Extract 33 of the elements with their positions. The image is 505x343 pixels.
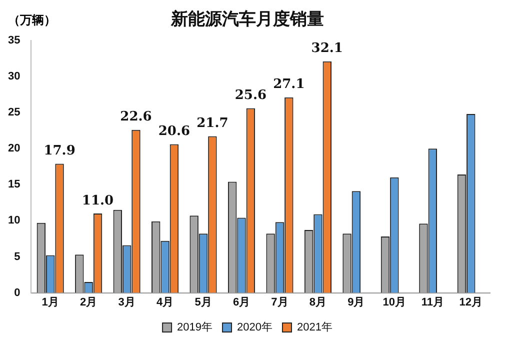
x-tick-label: 10月 (382, 296, 406, 308)
data-label: 32.1 (311, 41, 343, 56)
x-tick-label: 1月 (42, 296, 59, 308)
legend-label: 2020年 (237, 322, 272, 334)
y-tick-label: 0 (14, 286, 20, 299)
chart-title: 新能源汽车月度销量 (170, 10, 324, 30)
y-tick-label: 25 (8, 106, 20, 119)
data-label: 11.0 (82, 193, 114, 208)
x-tick-label: 11月 (421, 296, 444, 308)
y-tick-label: 15 (8, 178, 20, 191)
data-label: 22.6 (120, 110, 152, 125)
data-label: 25.6 (234, 88, 267, 104)
x-tick-label: 2月 (80, 296, 98, 308)
x-tick-label: 4月 (156, 296, 174, 308)
x-tick-label: 3月 (118, 296, 136, 308)
x-tick-label: 8月 (309, 296, 327, 308)
data-label: 27.1 (273, 77, 305, 92)
y-tick-label: 35 (8, 34, 20, 46)
x-tick-label: 9月 (348, 296, 365, 308)
legend-label: 2019年 (177, 322, 213, 334)
y-tick-label: 20 (8, 142, 20, 155)
y-tick-label: 30 (8, 70, 20, 82)
x-tick-label: 12月 (459, 296, 483, 308)
data-label: 20.6 (158, 124, 190, 140)
data-label: 17.9 (44, 144, 76, 159)
y-axis-title: （万辆） (8, 12, 56, 29)
x-tick-label: 7月 (271, 296, 288, 308)
y-tick-label: 10 (8, 214, 20, 227)
data-label: 21.7 (196, 116, 228, 132)
y-tick-label: 5 (14, 250, 20, 263)
x-tick-label: 5月 (194, 296, 212, 308)
legend-label: 2021年 (296, 322, 332, 334)
x-tick-label: 6月 (232, 296, 250, 308)
